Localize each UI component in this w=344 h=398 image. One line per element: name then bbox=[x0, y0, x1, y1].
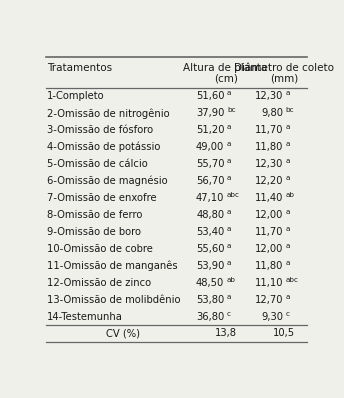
Text: c: c bbox=[286, 310, 290, 316]
Text: 11,80: 11,80 bbox=[255, 142, 283, 152]
Text: 14-Testemunha: 14-Testemunha bbox=[47, 312, 123, 322]
Text: abc: abc bbox=[286, 277, 299, 283]
Text: 9-Omissão de boro: 9-Omissão de boro bbox=[47, 227, 141, 237]
Text: 51,20: 51,20 bbox=[196, 125, 224, 135]
Text: Diâmetro de coleto: Diâmetro de coleto bbox=[234, 63, 334, 73]
Text: 1-Completo: 1-Completo bbox=[47, 92, 105, 101]
Text: a: a bbox=[286, 90, 290, 96]
Text: 11,40: 11,40 bbox=[255, 193, 283, 203]
Text: 12,00: 12,00 bbox=[255, 244, 283, 254]
Text: 11,70: 11,70 bbox=[255, 227, 283, 237]
Text: a: a bbox=[227, 141, 231, 147]
Text: 56,70: 56,70 bbox=[196, 176, 224, 186]
Text: 11,80: 11,80 bbox=[255, 261, 283, 271]
Text: a: a bbox=[227, 294, 231, 300]
Text: (mm): (mm) bbox=[270, 74, 298, 84]
Text: 8-Omissão de ferro: 8-Omissão de ferro bbox=[47, 210, 142, 220]
Text: 12,00: 12,00 bbox=[255, 210, 283, 220]
Text: Tratamentos: Tratamentos bbox=[47, 63, 112, 73]
Text: 2-Omissão de nitrogênio: 2-Omissão de nitrogênio bbox=[47, 108, 170, 119]
Text: 10,5: 10,5 bbox=[273, 328, 295, 338]
Text: Altura de planta: Altura de planta bbox=[183, 63, 268, 73]
Text: 48,80: 48,80 bbox=[196, 210, 224, 220]
Text: 55,60: 55,60 bbox=[196, 244, 224, 254]
Text: a: a bbox=[227, 175, 231, 181]
Text: 12,30: 12,30 bbox=[255, 92, 283, 101]
Text: a: a bbox=[286, 141, 290, 147]
Text: 53,40: 53,40 bbox=[196, 227, 224, 237]
Text: a: a bbox=[286, 158, 290, 164]
Text: 12,30: 12,30 bbox=[255, 159, 283, 169]
Text: 47,10: 47,10 bbox=[196, 193, 224, 203]
Text: a: a bbox=[227, 158, 231, 164]
Text: 37,90: 37,90 bbox=[196, 108, 224, 118]
Text: 3-Omissão de fósforo: 3-Omissão de fósforo bbox=[47, 125, 153, 135]
Text: 9,80: 9,80 bbox=[261, 108, 283, 118]
Text: a: a bbox=[286, 175, 290, 181]
Text: 11,10: 11,10 bbox=[255, 278, 283, 288]
Text: a: a bbox=[286, 209, 290, 215]
Text: a: a bbox=[227, 243, 231, 249]
Text: 4-Omissão de potássio: 4-Omissão de potássio bbox=[47, 142, 160, 152]
Text: a: a bbox=[227, 209, 231, 215]
Text: 53,90: 53,90 bbox=[196, 261, 224, 271]
Text: c: c bbox=[227, 310, 231, 316]
Text: 49,00: 49,00 bbox=[196, 142, 224, 152]
Text: 55,70: 55,70 bbox=[196, 159, 224, 169]
Text: 36,80: 36,80 bbox=[196, 312, 224, 322]
Text: a: a bbox=[227, 226, 231, 232]
Text: a: a bbox=[227, 259, 231, 266]
Text: 5-Omissão de cálcio: 5-Omissão de cálcio bbox=[47, 159, 148, 169]
Text: 6-Omissão de magnésio: 6-Omissão de magnésio bbox=[47, 176, 168, 186]
Text: 11,70: 11,70 bbox=[255, 125, 283, 135]
Text: a: a bbox=[227, 124, 231, 130]
Text: bc: bc bbox=[227, 107, 236, 113]
Text: 13,8: 13,8 bbox=[215, 328, 237, 338]
Text: 11-Omissão de manganês: 11-Omissão de manganês bbox=[47, 261, 178, 271]
Text: a: a bbox=[286, 124, 290, 130]
Text: a: a bbox=[286, 259, 290, 266]
Text: 51,60: 51,60 bbox=[196, 92, 224, 101]
Text: ab: ab bbox=[286, 192, 294, 198]
Text: 9,30: 9,30 bbox=[261, 312, 283, 322]
Text: 7-Omissão de enxofre: 7-Omissão de enxofre bbox=[47, 193, 157, 203]
Text: a: a bbox=[227, 90, 231, 96]
Text: a: a bbox=[286, 243, 290, 249]
Text: 48,50: 48,50 bbox=[196, 278, 224, 288]
Text: a: a bbox=[286, 226, 290, 232]
Text: bc: bc bbox=[286, 107, 294, 113]
Text: abc: abc bbox=[227, 192, 240, 198]
Text: (cm): (cm) bbox=[214, 74, 238, 84]
Text: 12,70: 12,70 bbox=[255, 295, 283, 304]
Text: 12-Omissão de zinco: 12-Omissão de zinco bbox=[47, 278, 151, 288]
Text: ab: ab bbox=[227, 277, 236, 283]
Text: 12,20: 12,20 bbox=[255, 176, 283, 186]
Text: 13-Omissão de molibdênio: 13-Omissão de molibdênio bbox=[47, 295, 181, 304]
Text: CV (%): CV (%) bbox=[106, 328, 140, 338]
Text: 53,80: 53,80 bbox=[196, 295, 224, 304]
Text: a: a bbox=[286, 294, 290, 300]
Text: 10-Omissão de cobre: 10-Omissão de cobre bbox=[47, 244, 153, 254]
